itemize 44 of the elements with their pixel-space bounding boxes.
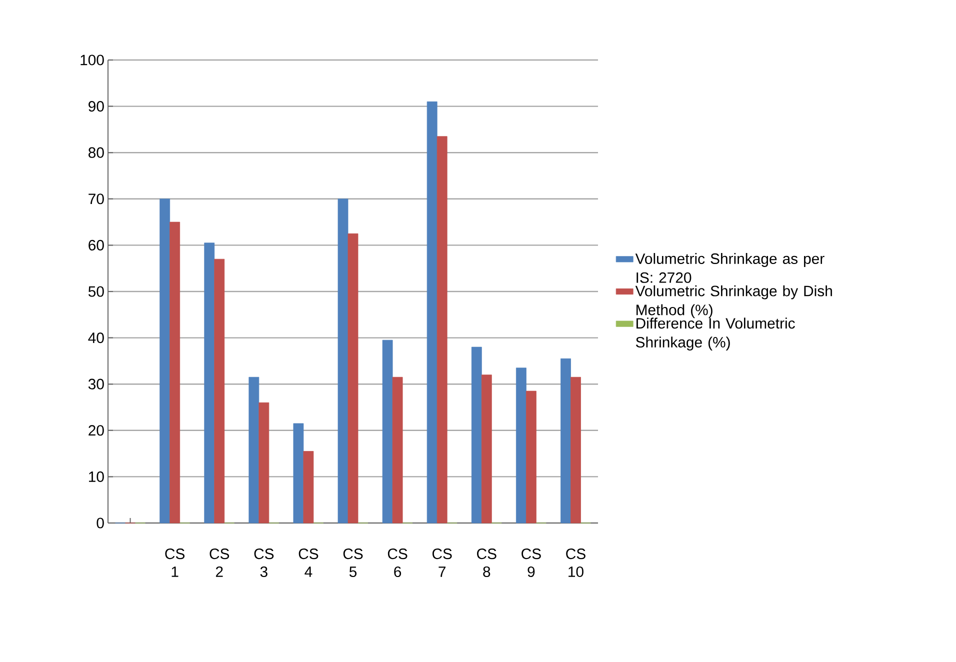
x-tick-label: CS 6	[388, 548, 408, 578]
bar	[426, 101, 438, 524]
legend-label: Volumetric Shrinkage as per IS: 2720	[635, 253, 824, 283]
bar	[258, 402, 270, 524]
y-tick-label: 70	[88, 194, 104, 204]
bar	[160, 198, 170, 524]
x-tick-label: CS 3	[254, 548, 274, 578]
x-tick-label: CS 9	[522, 548, 541, 578]
bar	[170, 222, 180, 524]
y-tick-label: 80	[88, 147, 104, 158]
y-tick-label: 20	[88, 425, 104, 436]
bar	[214, 258, 225, 524]
x-tick-label: CS 7	[432, 548, 452, 577]
y-tick-label: 30	[88, 378, 104, 390]
bar	[303, 451, 314, 524]
y-tick-label: 60	[88, 240, 104, 250]
legend-label: Volumetric Shrinkage by Dish Method (%)	[635, 285, 832, 318]
bar	[570, 376, 581, 524]
x-tick-label: CS 4	[298, 548, 318, 577]
bar	[481, 374, 492, 524]
bar	[204, 242, 215, 524]
bar	[436, 136, 448, 524]
bar	[516, 368, 526, 524]
bar	[560, 358, 571, 524]
y-tick-label: 50	[88, 286, 104, 297]
y-tick-label: 100	[80, 54, 104, 66]
x-tick-label: CS 10	[566, 548, 586, 578]
bar	[526, 390, 536, 524]
y-tick-label: 0	[96, 518, 104, 528]
x-tick-label: CS 2	[210, 548, 230, 577]
x-tick-label: CS 1	[165, 548, 185, 577]
x-tick-label: CS 5	[343, 548, 363, 578]
y-tick-label: 10	[89, 471, 104, 482]
bar	[348, 233, 358, 524]
bar	[471, 346, 482, 524]
bar	[382, 340, 393, 524]
y-tick-label: 40	[88, 332, 104, 344]
bar	[293, 423, 304, 524]
bar	[392, 376, 403, 524]
x-tick-label: CS 8	[477, 548, 496, 578]
bar	[338, 198, 348, 524]
bar	[248, 376, 260, 524]
y-tick-label: 90	[88, 101, 104, 112]
legend-label: Difference In Volumetric Shrinkage (%)	[636, 318, 795, 350]
